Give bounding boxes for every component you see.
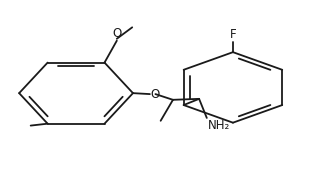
- Text: NH₂: NH₂: [208, 119, 231, 132]
- Text: O: O: [151, 88, 160, 101]
- Text: O: O: [112, 27, 121, 40]
- Text: F: F: [230, 28, 236, 41]
